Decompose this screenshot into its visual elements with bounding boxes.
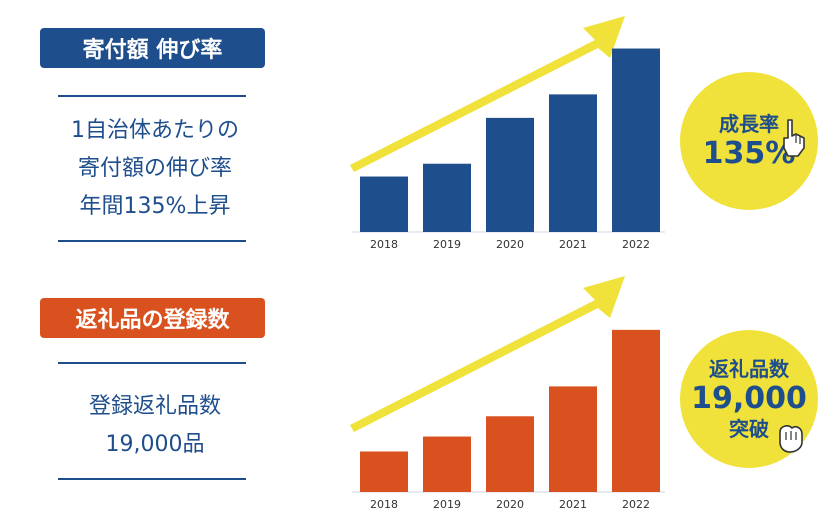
x-tick-label: 2022 [622,238,650,251]
growth-arrow [350,16,625,172]
bottom-desc-line-2: 19,000品 [105,432,205,457]
bar-2021 [549,386,597,492]
bar-2018 [360,176,408,232]
growth-arrow [350,276,625,432]
x-tick-label: 2021 [559,238,587,251]
x-tick-label: 2019 [433,238,461,251]
pointing-hand-icon [783,119,805,157]
top-bar-chart: 2018 2019 2020 2021 2022 [340,0,680,260]
growth-rate-badge-label: 寄付額 伸び率 [82,38,223,63]
returns-circle-title: 返礼品数 [709,357,789,381]
top-desc-line-1: 1自治体あたりの [71,118,239,143]
top-description: 1自治体あたりの 寄付額の伸び率 年間135%上昇 [40,112,270,226]
bar-2020 [486,416,534,492]
x-tick-label: 2022 [622,498,650,511]
growth-rate-badge: 寄付額 伸び率 [40,28,265,68]
top-rule-lower [58,240,246,242]
returns-circle-suffix: 突破 [729,417,769,441]
bar-2019 [423,163,471,232]
bar-2021 [549,94,597,233]
growth-rate-circle-value: 135% [702,136,796,171]
x-tick-label: 2018 [370,498,398,511]
bar-2022 [612,48,660,233]
bottom-description: 登録返礼品数 19,000品 [40,388,270,464]
bottom-desc-line-1: 登録返礼品数 [88,394,221,419]
fist-hand-icon [779,425,803,453]
x-tick-label: 2020 [496,498,524,511]
bottom-rule-upper [58,362,246,364]
x-tick-label: 2018 [370,238,398,251]
returns-count-badge-label: 返礼品の登録数 [75,308,230,333]
top-rule-upper [58,95,246,97]
x-tick-label: 2021 [559,498,587,511]
bar-2018 [360,451,408,492]
bar-2022 [612,329,660,492]
x-tick-label: 2020 [496,238,524,251]
x-tick-label: 2019 [433,498,461,511]
top-desc-line-3: 年間135%上昇 [79,194,231,219]
bottom-rule-lower [58,478,246,480]
bar-2020 [486,117,534,232]
returns-circle-value: 19,000 [691,381,807,416]
growth-rate-circle-title: 成長率 [719,112,779,136]
returns-count-badge: 返礼品の登録数 [40,298,265,338]
top-bar-chart-svg: 2018 2019 2020 2021 2022 [350,16,665,251]
bar-2019 [423,436,471,492]
bottom-bar-chart-svg: 2018 2019 2020 2021 2022 [350,276,665,511]
top-desc-line-2: 寄付額の伸び率 [77,156,232,181]
bottom-bar-chart: 2018 2019 2020 2021 2022 [340,260,680,520]
